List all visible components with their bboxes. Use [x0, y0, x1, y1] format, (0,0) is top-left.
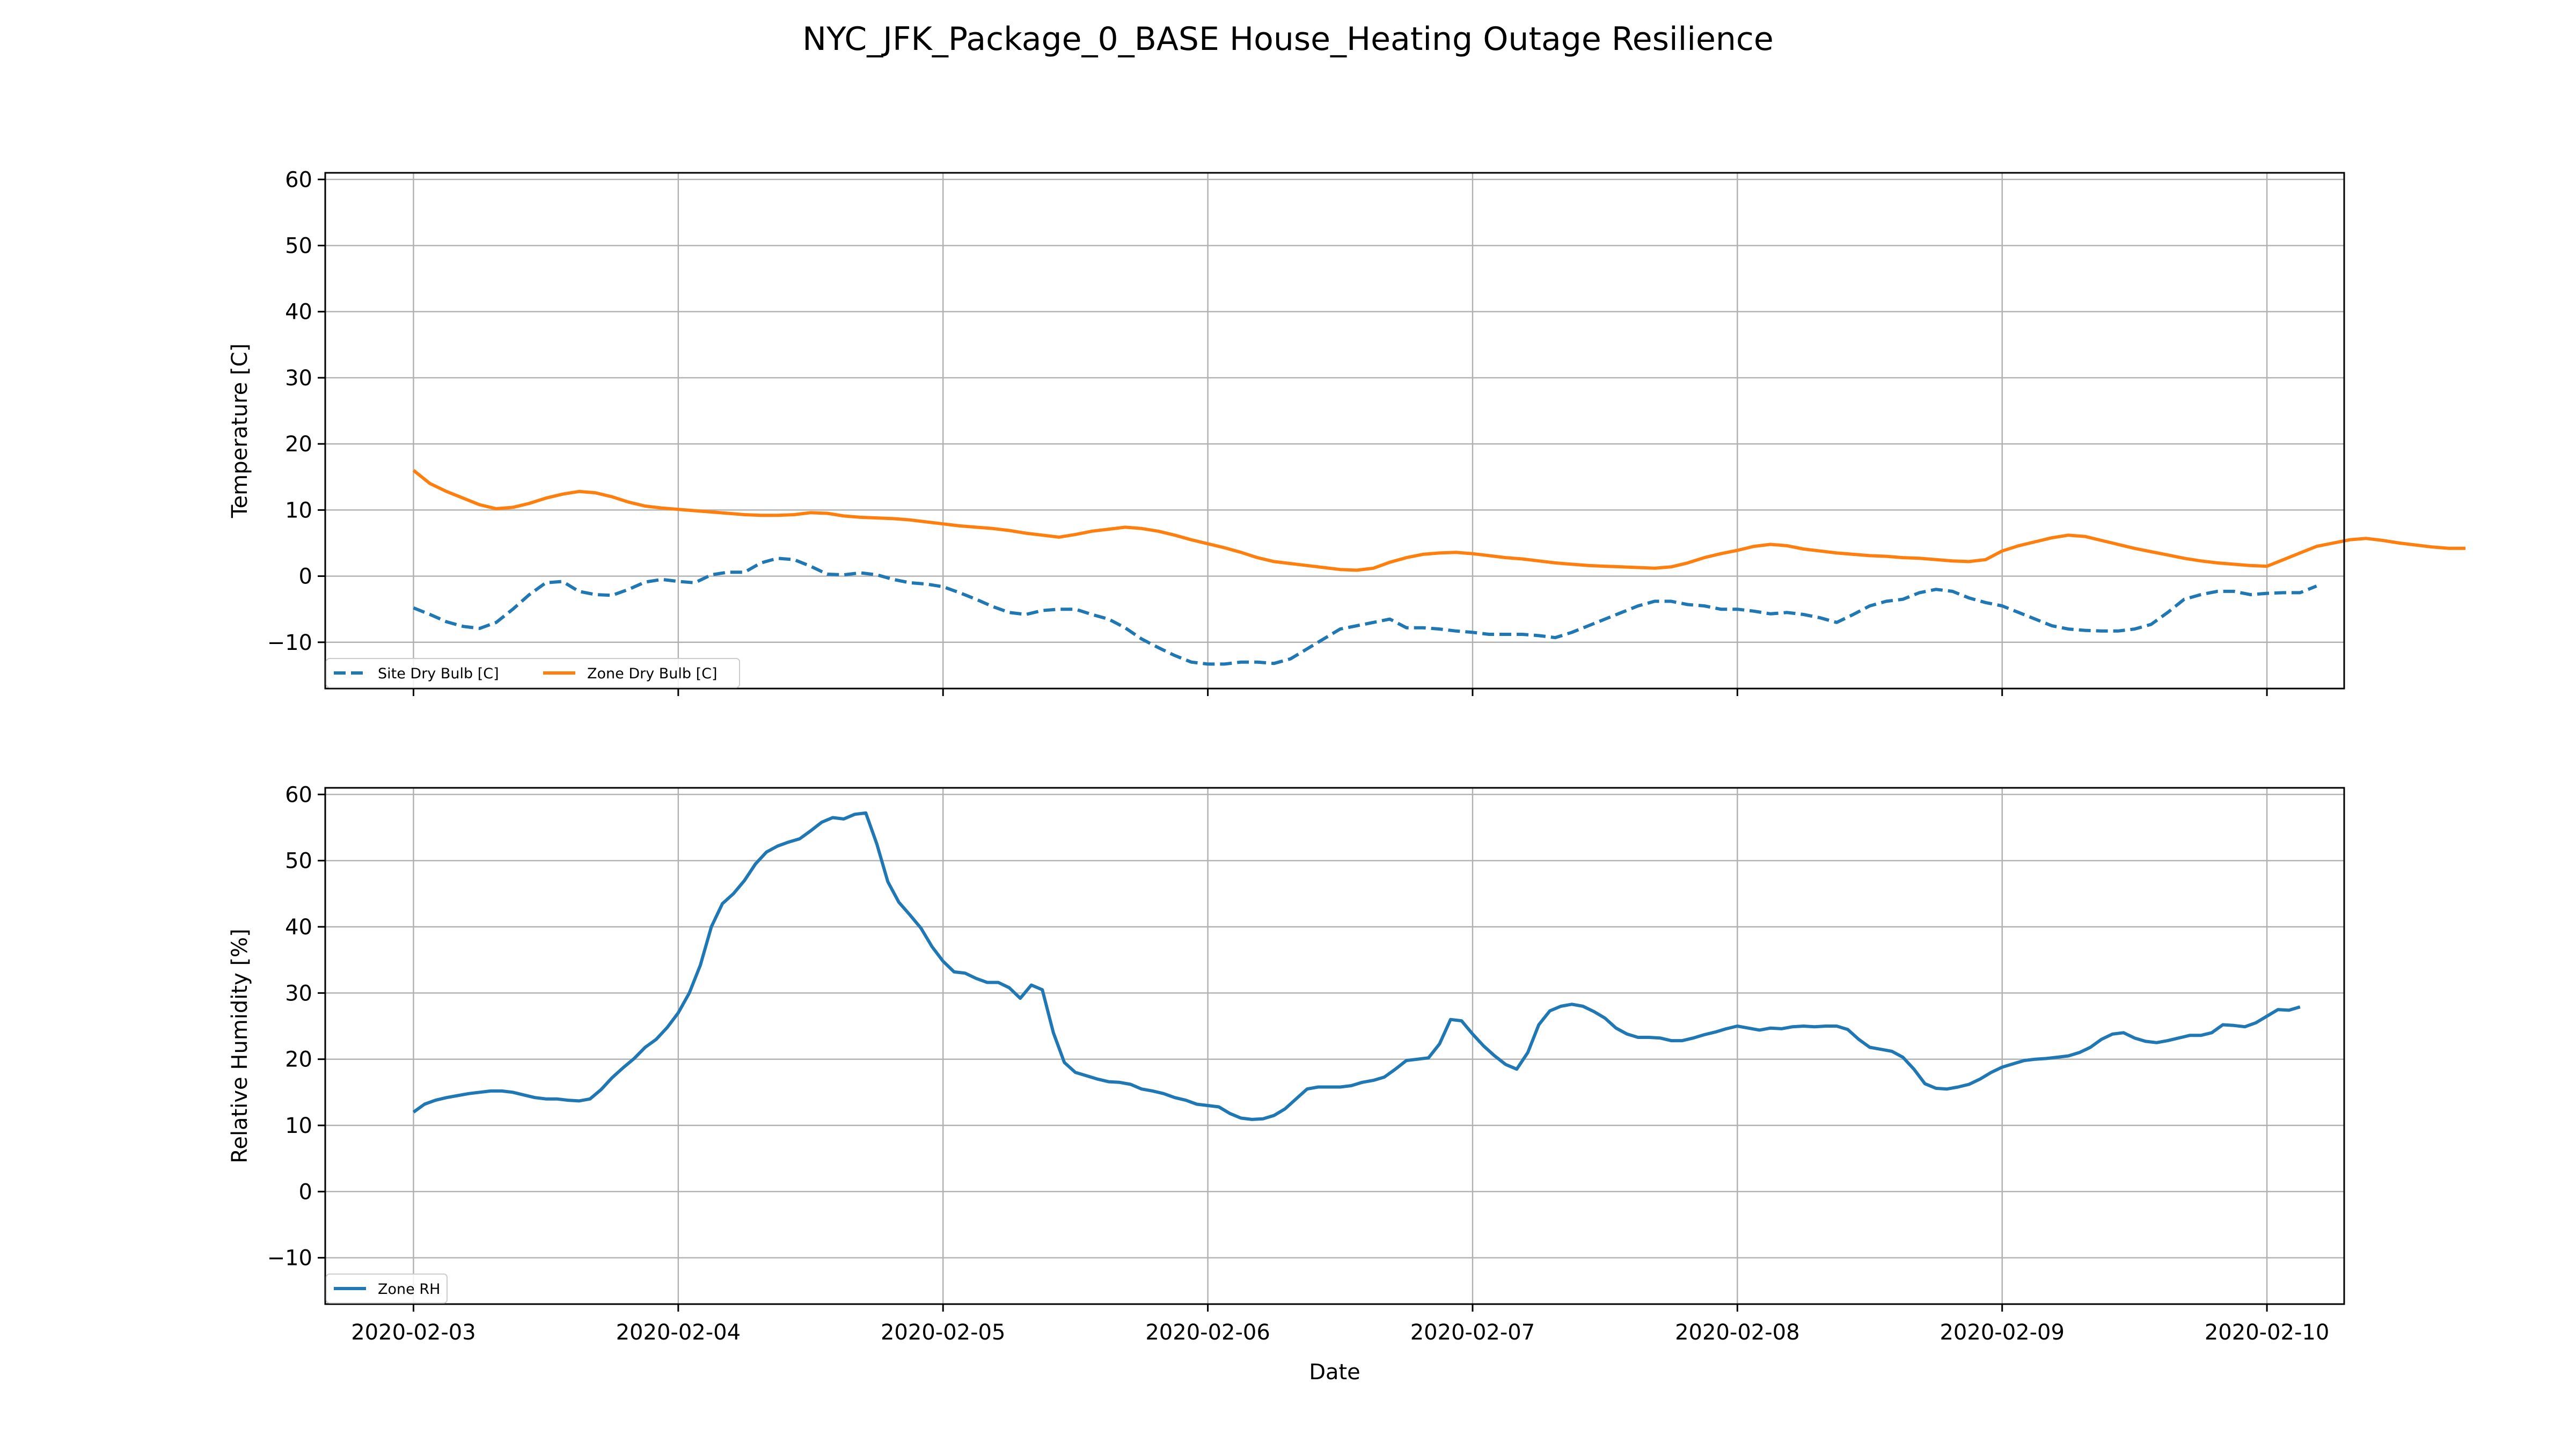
y-tick-label: 60 [285, 167, 312, 192]
x-tick-label: 2020-02-05 [881, 1320, 1005, 1345]
legend-label: Site Dry Bulb [C] [378, 665, 499, 682]
axes-frame [324, 172, 2345, 690]
y-tick-label: 50 [285, 234, 312, 259]
x-tick-label: 2020-02-03 [351, 1320, 475, 1345]
y-tick-label: 10 [285, 498, 312, 523]
legend-label: Zone Dry Bulb [C] [587, 665, 718, 682]
x-tick-label: 2020-02-06 [1145, 1320, 1270, 1345]
legend-box [326, 658, 740, 688]
y-axis-label: Temperature [C] [228, 343, 252, 518]
series-line-1-1 [413, 557, 2317, 666]
y-tick-label: 0 [299, 1180, 312, 1204]
legend-label: Zone RH [378, 1281, 440, 1298]
x-tick-label: 2020-02-09 [1940, 1320, 2064, 1345]
y-tick-label: 50 [285, 849, 312, 874]
series-line-1-2 [412, 469, 2466, 572]
x-axis-label: Date [1309, 1360, 1360, 1385]
series-line-2-1 [412, 811, 2301, 1121]
y-tick-label: 30 [285, 981, 312, 1006]
y-tick-label: 20 [285, 1048, 312, 1072]
y-tick-label: 30 [285, 366, 312, 391]
y-tick-label: 0 [299, 565, 312, 589]
y-axis-label: Relative Humidity [%] [228, 928, 252, 1163]
x-tick-label: 2020-02-07 [1410, 1320, 1535, 1345]
y-tick-label: 60 [285, 782, 312, 807]
axes-frame [324, 787, 2345, 1305]
legend-box [326, 1274, 448, 1304]
y-tick-label: −10 [267, 1246, 312, 1271]
x-tick-label: 2020-02-10 [2205, 1320, 2329, 1345]
x-tick-label: 2020-02-04 [616, 1320, 741, 1345]
y-tick-label: 10 [285, 1114, 312, 1138]
x-tick-label: 2020-02-08 [1675, 1320, 1799, 1345]
y-tick-label: −10 [267, 631, 312, 655]
figure-title: NYC_JFK_Package_0_BASE House_Heating Out… [802, 20, 1774, 58]
y-tick-label: 40 [285, 300, 312, 325]
y-tick-label: 20 [285, 432, 312, 457]
y-tick-label: 40 [285, 915, 312, 940]
